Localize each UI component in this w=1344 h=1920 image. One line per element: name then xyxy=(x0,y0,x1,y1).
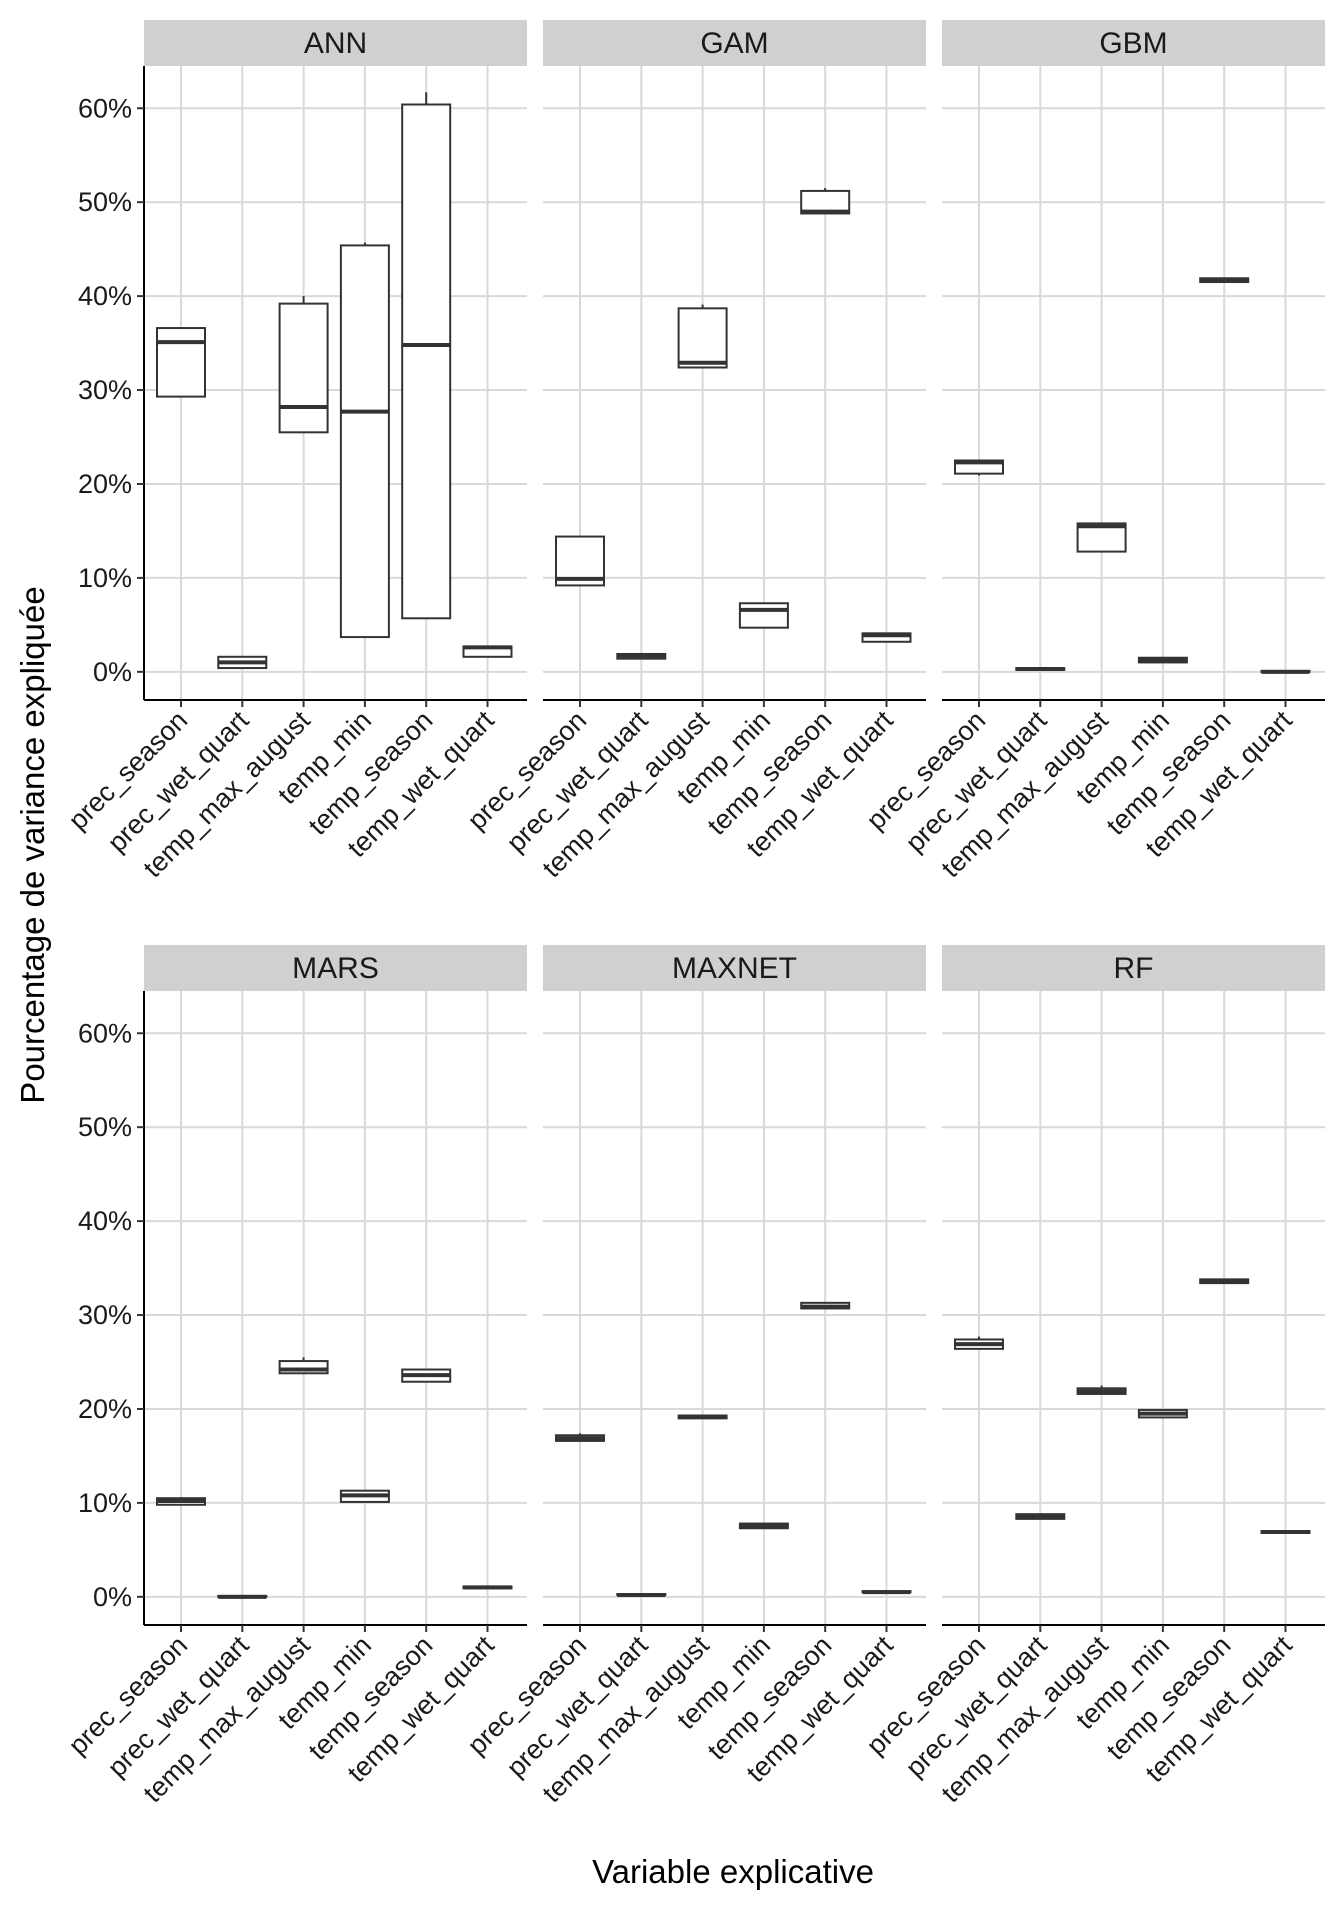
boxplot-prec-season xyxy=(156,1497,206,1506)
panel-rf: RFprec_seasonprec_wet_quarttemp_max_augu… xyxy=(861,945,1325,1808)
boxplot-temp-max-august xyxy=(677,1414,728,1420)
y-tick-label: 20% xyxy=(78,469,132,499)
boxplot-temp-season xyxy=(800,188,851,215)
box-iqr xyxy=(339,244,390,639)
facet-strip xyxy=(942,945,1325,991)
boxplot-prec-wet-quart xyxy=(1015,667,1066,672)
facet-strip-label: GBM xyxy=(1099,27,1167,60)
panel-ann: ANN0%10%20%30%40%50%60%prec_seasonprec_w… xyxy=(63,20,527,883)
y-tick-label: 0% xyxy=(93,657,132,687)
y-tick-label: 20% xyxy=(78,1394,132,1424)
boxplot-temp-season xyxy=(401,92,452,620)
y-tick-label: 30% xyxy=(78,375,132,405)
y-tick-label: 50% xyxy=(78,187,132,217)
boxplot-prec-season xyxy=(954,1336,1004,1350)
y-tick-label: 60% xyxy=(78,1018,132,1048)
box-iqr xyxy=(677,307,728,369)
panels-layer: ANN0%10%20%30%40%50%60%prec_seasonprec_w… xyxy=(63,20,1325,1808)
y-axis-title: Pourcentage de variance expliquée xyxy=(14,586,51,1103)
boxplot-temp-wet-quart xyxy=(1260,669,1311,674)
boxplot-temp-max-august xyxy=(278,1357,329,1375)
boxplot-temp-min xyxy=(738,1522,789,1530)
boxplot-prec-wet-quart xyxy=(217,655,268,670)
boxplot-temp-wet-quart xyxy=(462,645,513,658)
facet-strip-label: RF xyxy=(1114,952,1154,985)
panel-gam: GAMprec_seasonprec_wet_quarttemp_max_aug… xyxy=(462,20,926,883)
boxplot-temp-min xyxy=(738,602,789,629)
facet-strip-label: ANN xyxy=(304,27,367,60)
boxplot-temp-min xyxy=(339,1489,390,1503)
boxplot-prec-season xyxy=(555,535,605,587)
facet-strip xyxy=(543,20,926,66)
box-iqr xyxy=(156,327,206,398)
boxplot-prec-season xyxy=(156,327,206,398)
y-tick-label: 10% xyxy=(78,563,132,593)
boxplot-temp-season xyxy=(1199,277,1250,284)
x-axis-title: Variable explicative xyxy=(592,1853,874,1890)
y-tick-label: 30% xyxy=(78,1300,132,1330)
y-tick-label: 40% xyxy=(78,281,132,311)
facet-strip xyxy=(144,20,527,66)
box-iqr xyxy=(738,602,789,629)
boxplot-prec-season xyxy=(954,459,1004,476)
y-tick-label: 0% xyxy=(93,1582,132,1612)
boxplot-prec-wet-quart xyxy=(1015,1513,1066,1520)
boxplot-prec-wet-quart xyxy=(217,1594,268,1599)
y-tick-label: 50% xyxy=(78,1112,132,1142)
boxplot-temp-max-august xyxy=(1076,1385,1127,1395)
boxplot-temp-wet-quart xyxy=(861,632,912,643)
panel-maxnet: MAXNETprec_seasonprec_wet_quarttemp_max_… xyxy=(462,945,926,1808)
boxplot-prec-wet-quart xyxy=(616,652,667,660)
boxplot-temp-season xyxy=(1199,1278,1250,1285)
y-tick-label: 40% xyxy=(78,1206,132,1236)
panel-mars: MARS0%10%20%30%40%50%60%prec_seasonprec_… xyxy=(63,945,527,1808)
facet-strip xyxy=(543,945,926,991)
boxplot-prec-season xyxy=(555,1433,605,1442)
boxplot-temp-max-august xyxy=(278,296,329,434)
facet-strip xyxy=(942,20,1325,66)
boxplot-temp-min xyxy=(1137,1408,1188,1419)
boxplot-temp-min xyxy=(339,242,390,639)
panel-gbm: GBMprec_seasonprec_wet_quarttemp_max_aug… xyxy=(861,20,1325,883)
box-iqr xyxy=(278,302,329,434)
boxplot-temp-max-august xyxy=(677,304,728,369)
boxplot-temp-season xyxy=(401,1368,452,1383)
boxplot-prec-wet-quart xyxy=(616,1592,667,1597)
boxplot-temp-wet-quart xyxy=(462,1585,513,1590)
y-tick-label: 10% xyxy=(78,1488,132,1518)
boxplot-temp-max-august xyxy=(1076,522,1127,553)
box-iqr xyxy=(401,103,452,620)
facet-strip xyxy=(144,945,527,991)
y-tick-label: 60% xyxy=(78,93,132,123)
boxplot-temp-season xyxy=(800,1301,851,1310)
boxplot-temp-wet-quart xyxy=(861,1590,912,1595)
facet-strip-label: MARS xyxy=(292,952,379,985)
boxplot-temp-min xyxy=(1137,656,1188,664)
boxplot-temp-wet-quart xyxy=(1260,1530,1311,1535)
facet-strip-label: GAM xyxy=(700,27,768,60)
facet-strip-label: MAXNET xyxy=(672,952,797,985)
